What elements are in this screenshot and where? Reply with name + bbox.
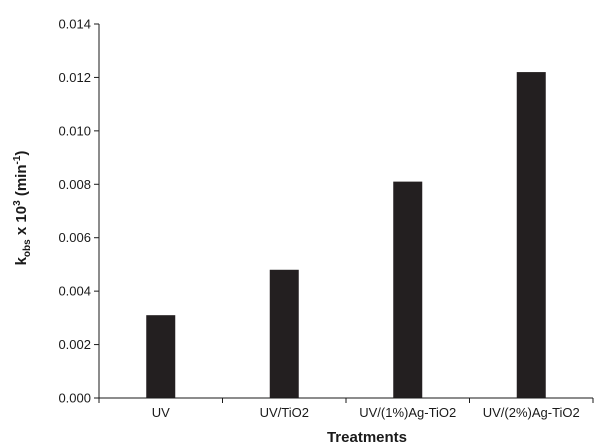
- bar: [269, 269, 299, 398]
- y-tick-label: 0.002: [58, 337, 91, 352]
- x-axis-ticks: UV UV/TiO2 UV/(1%)Ag-TiO2 UV/(2%)Ag-TiO2: [98, 398, 594, 420]
- bar: [516, 72, 546, 398]
- bar: [393, 181, 423, 398]
- x-tick-label: UV: [152, 405, 170, 420]
- y-tick-label: 0.012: [58, 70, 91, 85]
- x-tick-label: UV/(2%)Ag-TiO2: [483, 405, 580, 420]
- bars: [146, 72, 546, 398]
- y-axis-ticks: 0.000 0.002 0.004 0.006 0.008 0.010 0.012 0.014: [58, 17, 99, 406]
- x-tick-label: UV/TiO2: [260, 405, 309, 420]
- y-tick-label: 0.006: [58, 230, 91, 245]
- y-tick-label: 0.000: [58, 391, 91, 406]
- x-axis-title: Treatments: [327, 429, 407, 446]
- y-tick-label: 0.014: [58, 17, 91, 32]
- y-tick-label: 0.010: [58, 123, 91, 138]
- x-tick-label: UV/(1%)Ag-TiO2: [359, 405, 456, 420]
- bar: [146, 315, 176, 398]
- axes: [98, 24, 593, 399]
- y-tick-label: 0.008: [58, 177, 91, 192]
- y-axis-title: kobs x 103 (min-1): [12, 151, 33, 266]
- y-tick-label: 0.004: [58, 284, 91, 299]
